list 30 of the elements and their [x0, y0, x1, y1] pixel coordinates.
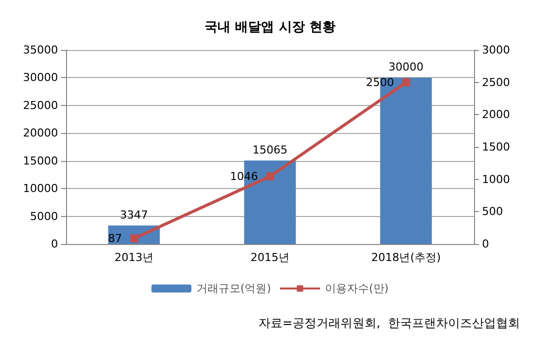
- y2-tick-label: 500: [482, 205, 503, 218]
- data-label: 3347: [120, 208, 148, 222]
- y-tick-label: 0: [51, 238, 58, 250]
- data-label: 2500: [366, 76, 394, 89]
- point: [266, 172, 274, 180]
- point: [402, 78, 410, 86]
- y-tick-label: 10000: [23, 182, 58, 196]
- data-label: 15065: [252, 143, 288, 156]
- y2-tick-label: 0: [482, 238, 489, 250]
- chart-title: 국내 배달앱 시장 현황: [204, 20, 336, 35]
- y2-tick-label: 2500: [482, 76, 510, 89]
- y2-tick-label: 2000: [482, 108, 510, 122]
- data-label: 87: [108, 232, 122, 245]
- y2-tick-label: 1000: [482, 172, 510, 186]
- data-label: 30000: [388, 60, 424, 74]
- y-tick-label: 25000: [23, 98, 58, 112]
- y-tick-label: 15000: [23, 154, 58, 168]
- y-tick-label: 30000: [23, 71, 58, 84]
- legend-label: 이용자수(만): [325, 282, 389, 295]
- y-tick-label: 5000: [30, 210, 58, 223]
- point: [130, 234, 138, 242]
- y2-tick-label: 1500: [482, 140, 510, 154]
- x-tick-label: 2018년(추정): [371, 251, 441, 264]
- y-tick-label: 35000: [23, 44, 58, 56]
- x-tick-label: 2013년: [114, 251, 154, 264]
- y2-tick-label: 3000: [482, 44, 510, 56]
- x-tick-label: 2015년: [250, 251, 290, 264]
- y-tick-label: 20000: [23, 126, 58, 140]
- legend-label: 거래규모(억원): [196, 282, 272, 295]
- text: 자료=공정거래위원회, 한국프랜차이즈산업협회: [258, 316, 520, 330]
